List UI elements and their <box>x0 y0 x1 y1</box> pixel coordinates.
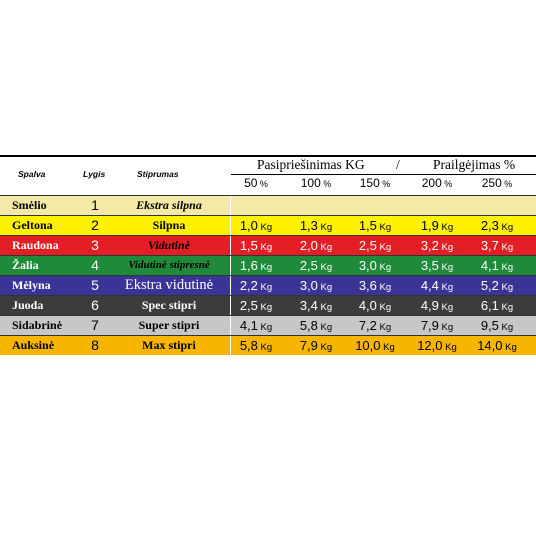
row-value-band: 1,5 Kg 2,0 Kg 2,5 Kg 3,2 Kg 3,7 Kg <box>231 236 536 255</box>
resistance-value: 1,3 Kg <box>299 218 333 233</box>
row-color-band: Auksinė 8 Max stipri <box>0 336 230 355</box>
top-border <box>0 155 536 157</box>
percent-column-header: 250 % <box>481 176 513 190</box>
table-row: Geltona 2 Silpna 1,0 Kg 1,3 Kg 1,5 Kg 1,9 Kg 2,… <box>0 215 536 235</box>
row-color-band: Sidabrinė 7 Super stipri <box>0 316 230 335</box>
color-name: Sidabrinė <box>12 318 63 332</box>
resistance-value: 1,5 Kg <box>239 238 273 253</box>
resistance-value: 5,2 Kg <box>480 278 514 293</box>
resistance-value: 7,2 Kg <box>358 318 392 333</box>
percent-column-header: 50 % <box>244 176 268 190</box>
resistance-value: 5,8 Kg <box>239 338 273 353</box>
row-color-band: Smėlio 1 Ekstra silpna <box>0 196 230 215</box>
resistance-value: 9,5 Kg <box>480 318 514 333</box>
header-separator: / <box>396 157 400 172</box>
color-name: Raudona <box>12 238 59 252</box>
table-row: Mėlyna 5 Ekstra vidutinė 2,2 Kg 3,0 Kg 3,6 Kg… <box>0 275 536 295</box>
row-color-band: Žalia 4 Vidutinė stipresnė <box>0 256 230 275</box>
percent-column-header: 200 % <box>421 176 453 190</box>
resistance-value: 3,2 Kg <box>420 238 454 253</box>
color-name: Mėlyna <box>12 278 51 292</box>
level-value: 2 <box>91 217 99 233</box>
level-column-header: Lygis <box>83 169 106 179</box>
table-row: Smėlio 1 Ekstra silpna <box>0 195 536 215</box>
resistance-value: 4,0 Kg <box>358 298 392 313</box>
resistance-value: 3,6 Kg <box>358 278 392 293</box>
level-value: 3 <box>91 237 99 253</box>
resistance-value: 14,0 Kg <box>477 338 517 353</box>
elongation-header: Prailgėjimas % <box>433 157 516 172</box>
strength-label: Super stipri <box>138 318 200 332</box>
strength-label: Ekstra silpna <box>136 198 202 212</box>
table-row: Sidabrinė 7 Super stipri 4,1 Kg 5,8 Kg 7,2 Kg… <box>0 315 536 335</box>
resistance-value: 6,1 Kg <box>480 298 514 313</box>
level-value: 7 <box>91 317 99 333</box>
resistance-value: 3,5 Kg <box>420 258 454 273</box>
resistance-value: 1,9 Kg <box>420 218 454 233</box>
row-value-band: 2,2 Kg 3,0 Kg 3,6 Kg 4,4 Kg 5,2 Kg <box>231 276 536 295</box>
table-row: Juoda 6 Spec stipri 2,5 Kg 3,4 Kg 4,0 Kg 4,9 K… <box>0 295 536 315</box>
resistance-value: 2,5 Kg <box>299 258 333 273</box>
level-value: 4 <box>91 257 99 273</box>
strength-label: Vidutinė <box>147 238 191 252</box>
row-color-band: Raudona 3 Vidutinė <box>0 236 230 255</box>
color-name: Juoda <box>12 298 44 312</box>
resistance-value: 3,7 Kg <box>480 238 514 253</box>
resistance-value: 1,6 Kg <box>239 258 273 273</box>
table-row: Auksinė 8 Max stipri 5,8 Kg 7,9 Kg 10,0 Kg 12,… <box>0 335 536 355</box>
resistance-value: 3,0 Kg <box>358 258 392 273</box>
resistance-value: 4,1 Kg <box>239 318 273 333</box>
resistance-value: 2,2 Kg <box>239 278 273 293</box>
color-column-header: Spalva <box>18 169 46 179</box>
row-value-band: 1,0 Kg 1,3 Kg 1,5 Kg 1,9 Kg 2,3 Kg <box>231 216 536 235</box>
resistance-value: 2,5 Kg <box>239 298 273 313</box>
resistance-value: 7,9 Kg <box>420 318 454 333</box>
percent-column-header: 150 % <box>359 176 391 190</box>
resistance-value: 3,0 Kg <box>299 278 333 293</box>
strength-label: Vidutinė stipresnė <box>128 259 210 271</box>
resistance-value: 12,0 Kg <box>417 338 457 353</box>
percent-column-header: 100 % <box>300 176 332 190</box>
row-color-band: Mėlyna 5 Ekstra vidutinė <box>0 276 230 295</box>
resistance-value: 10,0 Kg <box>355 338 395 353</box>
resistance-value: 5,8 Kg <box>299 318 333 333</box>
resistance-value: 4,1 Kg <box>480 258 514 273</box>
resistance-value: 7,9 Kg <box>299 338 333 353</box>
strength-column-header: Stiprumas <box>137 169 179 179</box>
level-value: 8 <box>91 337 99 353</box>
row-value-band: 5,8 Kg 7,9 Kg 10,0 Kg 12,0 Kg 14,0 Kg <box>231 336 536 355</box>
row-value-band: 4,1 Kg 5,8 Kg 7,2 Kg 7,9 Kg 9,5 Kg <box>231 316 536 335</box>
resistance-header: Pasipriešinimas KG <box>257 157 365 172</box>
strength-table: Pasipriešinimas KG / Prailgėjimas % Spal… <box>0 155 536 385</box>
resistance-value: 4,4 Kg <box>420 278 454 293</box>
resistance-value: 4,9 Kg <box>420 298 454 313</box>
color-name: Auksinė <box>12 338 55 352</box>
resistance-value: 1,5 Kg <box>358 218 392 233</box>
strength-label: Spec stipri <box>141 298 197 312</box>
color-name: Smėlio <box>12 198 47 212</box>
resistance-value: 2,0 Kg <box>299 238 333 253</box>
row-value-band <box>231 196 536 215</box>
level-value: 1 <box>91 197 99 213</box>
level-value: 5 <box>91 277 99 293</box>
resistance-value: 3,4 Kg <box>299 298 333 313</box>
row-value-band: 1,6 Kg 2,5 Kg 3,0 Kg 3,5 Kg 4,1 Kg <box>231 256 536 275</box>
table-row: Žalia 4 Vidutinė stipresnė 1,6 Kg 2,5 Kg 3,0 … <box>0 255 536 275</box>
color-name: Geltona <box>12 218 53 232</box>
resistance-value: 2,3 Kg <box>480 218 514 233</box>
row-value-band: 2,5 Kg 3,4 Kg 4,0 Kg 4,9 Kg 6,1 Kg <box>231 296 536 315</box>
resistance-value: 2,5 Kg <box>358 238 392 253</box>
resistance-value: 1,0 Kg <box>239 218 273 233</box>
header-divider <box>231 174 536 175</box>
level-value: 6 <box>91 297 99 313</box>
strength-label: Silpna <box>152 218 186 232</box>
row-color-band: Geltona 2 Silpna <box>0 216 230 235</box>
color-name: Žalia <box>12 258 39 272</box>
table-row: Raudona 3 Vidutinė 1,5 Kg 2,0 Kg 2,5 Kg 3,2 Kg… <box>0 235 536 255</box>
row-color-band: Juoda 6 Spec stipri <box>0 296 230 315</box>
strength-label: Ekstra vidutinė <box>124 277 214 293</box>
strength-label: Max stipri <box>142 338 196 352</box>
